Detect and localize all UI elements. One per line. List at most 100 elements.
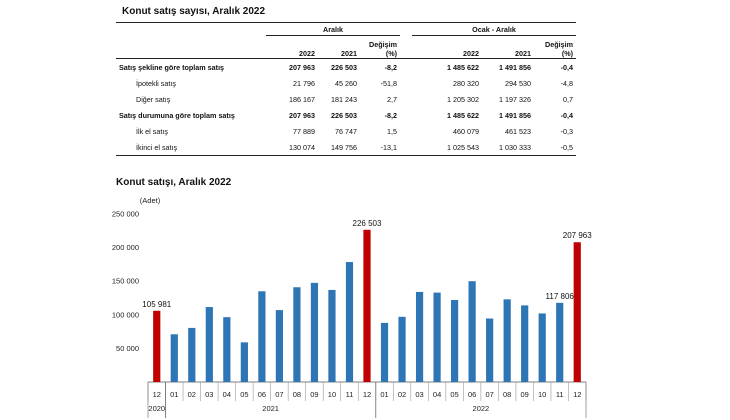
bar [521, 305, 529, 382]
bar [415, 291, 424, 382]
bar [486, 318, 494, 382]
table-row: Diğer satış 186 167 181 243 2,7 1 205 302 1 1… [116, 91, 576, 107]
x-tick-label: 04 [433, 390, 441, 399]
data-label: 117 806 [546, 292, 575, 301]
sales-table: Aralık Ocak - Aralık 2022 2021 Değişim (%… [116, 22, 577, 156]
col-header-2021: 2021 [482, 35, 535, 59]
data-label: 226 503 [353, 219, 382, 228]
cell-a2021: 45 260 [335, 78, 357, 88]
row-label: Satış şekline göre toplam satış [119, 62, 225, 72]
cell-o2021: 1 197 326 [499, 94, 532, 104]
cell-o2022: 1 485 622 [447, 110, 480, 120]
bar [188, 327, 196, 382]
x-tick-label: 02 [188, 390, 196, 399]
y-axis-unit-label: (Adet) [140, 196, 161, 205]
col-header-2022: 2022 [412, 35, 483, 59]
cell-a2022: 186 167 [289, 94, 315, 104]
cell-a2021: 226 503 [331, 62, 357, 72]
cell-a2022: 130 074 [266, 139, 318, 156]
cell-a2021: 226 503 [331, 110, 357, 120]
y-tick-label: 150 000 [112, 277, 139, 286]
bar [538, 313, 546, 382]
spacer-cell [400, 139, 413, 156]
cell-a2021: 181 243 [331, 94, 357, 104]
bar [258, 291, 266, 382]
y-tick-label: 200 000 [112, 243, 139, 252]
x-tick-label: 06 [468, 390, 476, 399]
cell-o2021: 1 491 856 [499, 62, 532, 72]
row-label: Diğer satış [136, 94, 171, 104]
year-label: 2022 [473, 404, 490, 413]
x-tick-label: 11 [556, 390, 564, 399]
row-label: İpotekli satış [136, 78, 176, 88]
cell-a2022: 207 963 [289, 110, 315, 120]
y-tick-label: 100 000 [112, 310, 139, 319]
cell-ach: 1,5 [387, 126, 398, 136]
year-label: 2020 [148, 404, 165, 413]
cell-o2022: 1 485 622 [447, 62, 480, 72]
chart-title: Konut satışı, Aralık 2022 [116, 177, 232, 188]
col-header-2021: 2021 [318, 35, 360, 59]
table-title: Konut satış sayısı, Aralık 2022 [122, 6, 266, 17]
row-label: İlk el satış [136, 126, 168, 136]
x-tick-label: 07 [275, 390, 283, 399]
x-tick-label: 03 [205, 390, 213, 399]
x-tick-label: 10 [328, 390, 336, 399]
group-header-ocak-aralik: Ocak - Aralık [412, 22, 577, 36]
cell-a2022: 21 796 [293, 78, 315, 88]
x-tick-label: 05 [450, 390, 458, 399]
data-label: 105 981 [142, 300, 171, 309]
table-row: Satış şekline göre toplam satış 207 963 22… [116, 59, 576, 76]
cell-och: -4,8 [560, 78, 574, 88]
x-tick-label: 02 [398, 390, 406, 399]
table-row: İkinci el satış 130 074 149 756 -13,1 1 025 … [116, 139, 577, 156]
x-tick-label: 09 [521, 390, 529, 399]
x-tick-label: 11 [346, 390, 354, 399]
cell-ach: -51,8 [380, 78, 398, 88]
cell-och: -0,4 [560, 62, 574, 72]
bar [205, 307, 213, 382]
bar [380, 322, 389, 382]
x-tick-label: 08 [293, 390, 301, 399]
cell-och: 0,7 [563, 94, 574, 104]
bar [170, 334, 178, 382]
x-tick-label: 08 [503, 390, 511, 399]
bar [328, 289, 336, 382]
cell-och: -0,5 [534, 139, 577, 156]
cell-a2021: 149 756 [318, 139, 360, 156]
y-tick-label: 50 000 [116, 344, 139, 353]
bar [345, 262, 354, 382]
bar [240, 342, 248, 382]
cell-och: -0,4 [560, 110, 574, 120]
cell-o2022: 1 025 543 [412, 139, 483, 156]
cell-ach: -8,2 [384, 110, 398, 120]
x-tick-label: 09 [310, 390, 318, 399]
bar [556, 302, 564, 382]
x-tick-label: 06 [258, 390, 266, 399]
cell-ach: -13,1 [360, 139, 401, 156]
table-row: İlk el satış 77 889 76 747 1,5 460 079 461 52… [116, 123, 576, 139]
cell-o2022: 460 079 [453, 126, 480, 136]
cell-o2021: 294 530 [505, 78, 532, 88]
y-tick-label: 250 000 [112, 210, 139, 219]
bar [433, 292, 441, 382]
bar [503, 299, 511, 382]
group-header-aralik: Aralık [266, 22, 401, 36]
col-header-2022: 2022 [266, 35, 318, 59]
cell-ach: 2,7 [387, 94, 398, 104]
cell-ach: -8,2 [384, 62, 398, 72]
data-label: 207 963 [563, 231, 592, 240]
cell-a2021: 76 747 [335, 126, 357, 136]
cell-a2022: 77 889 [293, 126, 315, 136]
x-tick-label: 05 [240, 390, 248, 399]
cell-o2021: 1 030 333 [482, 139, 535, 156]
bar [310, 282, 319, 382]
bar [275, 310, 283, 382]
x-tick-label: 10 [538, 390, 546, 399]
cell-och: -0,3 [560, 126, 574, 136]
x-tick-label: 12 [153, 390, 161, 399]
cell-o2021: 1 491 856 [499, 110, 532, 120]
bar [398, 316, 406, 382]
x-tick-label: 12 [363, 390, 371, 399]
